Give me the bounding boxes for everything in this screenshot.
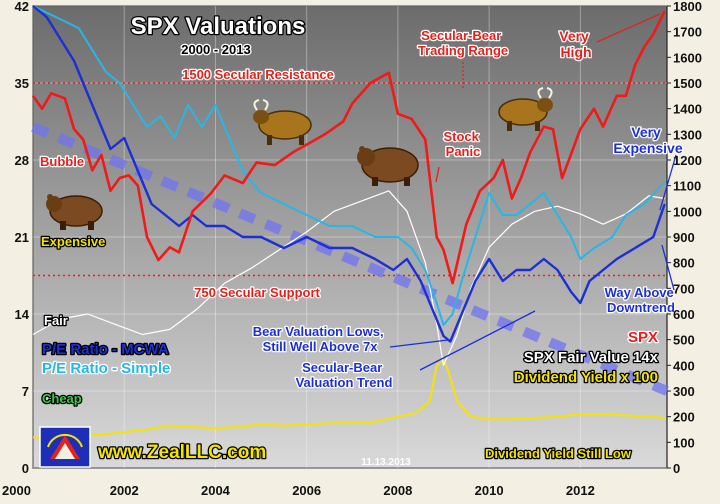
x-tick-label: 2006: [292, 483, 321, 498]
y-right-tick-label: 500: [673, 333, 695, 348]
y-right-tick-label: 1300: [673, 127, 702, 142]
x-tick-label: 2008: [383, 483, 412, 498]
series-line-dividend-yield: [32, 359, 665, 440]
chart-title: SPX Valuations: [131, 13, 306, 40]
reference-lines: [33, 82, 667, 277]
annotation-bear-lows: Bear Valuation Lows, Still Well Above 7x: [253, 324, 387, 354]
chart-subtitle: 2000 - 2013: [181, 42, 250, 57]
series-line-pe-simple: [32, 5, 666, 326]
axes: 0 7 14 21 28 35 42 0 100 200 300 400 500 600 700 800 900…: [2, 0, 702, 498]
annotation-stock-panic: Stock Panic: [443, 129, 482, 159]
y-right-tick-label: 1100: [673, 179, 701, 194]
y-left-tick-label: 7: [22, 384, 29, 399]
annotation-dividend-low: Dividend Yield Still Low: [485, 446, 632, 461]
y-right-tick-label: 1200: [673, 153, 702, 168]
site-url: www.ZealLLC.com: [97, 442, 266, 463]
y-left-tick-label: 14: [15, 307, 30, 322]
x-tick-label: 2012: [566, 483, 595, 498]
annotation-way-above: Way Above Downtrend: [605, 285, 678, 315]
legend-pe-simple: P/E Ratio - Simple: [42, 360, 170, 377]
legend-dividend-yield: Dividend Yield x 100: [514, 369, 658, 386]
x-tick-label: 2004: [201, 483, 231, 498]
y-right-tick-label: 1000: [673, 204, 702, 219]
bear-icon: [357, 146, 419, 186]
series-line-spx: [31, 10, 666, 285]
y-right-tick-label: 800: [673, 256, 695, 271]
zeal-logo-icon: [39, 426, 91, 468]
bear-icon: [46, 194, 103, 230]
y-right-tick-label: 400: [673, 358, 695, 373]
bull-icon: [498, 87, 553, 131]
trend-line-label: Secular-Bear Valuation Trend: [296, 360, 393, 390]
legend-fair-value: SPX Fair Value 14x: [524, 349, 659, 366]
y-left-tick-label: 42: [15, 0, 29, 14]
y-right-tick-label: 600: [673, 307, 695, 322]
legend-pe-mcwa: P/E Ratio - MCWA: [42, 341, 169, 358]
y-right-tick-label: 900: [673, 230, 695, 245]
y-right-tick-label: 1400: [673, 102, 702, 117]
y-right-tick-label: 700: [673, 281, 695, 296]
y-right-tick-label: 100: [673, 435, 695, 450]
annotation-very-high: Very High: [559, 28, 592, 60]
y-right-tick-label: 1800: [673, 0, 702, 14]
y-right-tick-label: 1600: [673, 50, 702, 65]
x-tick-label: 2010: [475, 483, 504, 498]
y-left-tick-label: 35: [15, 76, 29, 91]
x-tick-label: 2002: [110, 483, 139, 498]
annotation-fair: Fair: [44, 313, 68, 328]
x-tick-label: 2000: [2, 483, 31, 498]
y-right-tick-label: 1700: [673, 25, 702, 40]
annotation-arrows: [389, 13, 677, 371]
reference-line-label: 750 Secular Support: [194, 285, 320, 300]
chart-date: 11.13.2013: [361, 457, 411, 468]
annotation-bubble: Bubble: [40, 154, 84, 169]
reference-line-label: 1500 Secular Resistance: [182, 67, 334, 82]
y-left-tick-label: 28: [15, 153, 29, 168]
annotation-trading-range: Secular-Bear Trading Range: [418, 28, 508, 58]
annotation-expensive: Expensive: [41, 234, 105, 249]
annotation-cheap: Cheap: [42, 391, 82, 406]
bull-icon: [253, 99, 312, 145]
series-line-fair-value: [32, 190, 665, 366]
y-right-tick-label: 300: [673, 384, 695, 399]
y-left-tick-label: 0: [22, 461, 29, 476]
y-right-tick-label: 200: [673, 410, 695, 425]
y-left-tick-label: 21: [15, 230, 29, 245]
y-right-tick-label: 1500: [673, 76, 702, 91]
legend-spx: SPX: [628, 329, 658, 346]
series-line-pe-mcwa: [32, 5, 666, 343]
annotation-very-expensive: Very Expensive: [613, 124, 682, 156]
y-right-tick-label: 0: [673, 461, 680, 476]
series-lines: [31, 5, 666, 440]
